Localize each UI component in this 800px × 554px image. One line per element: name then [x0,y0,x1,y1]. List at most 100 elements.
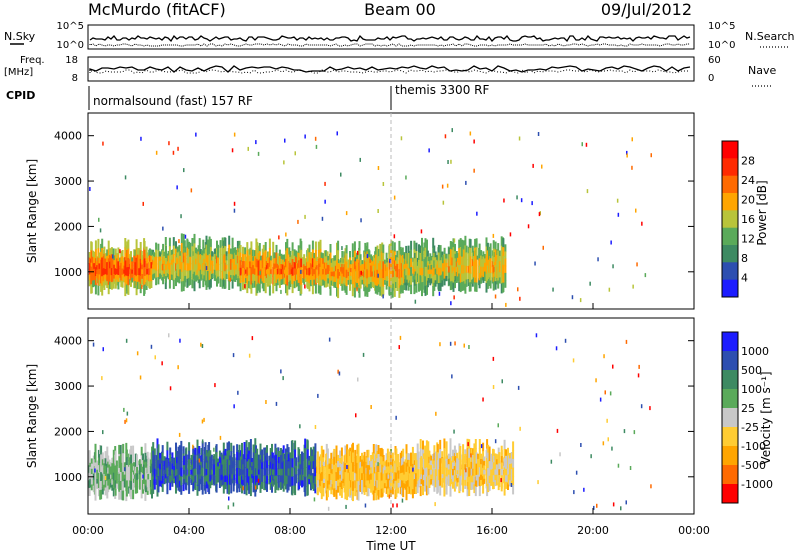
echo-cell [463,265,466,274]
echo-cell [279,468,282,477]
echo-cell [470,461,473,470]
echo-cell [149,480,152,488]
echo-cell [119,490,122,500]
echo-cell [338,272,341,277]
echo-cell [649,406,651,411]
echo-cell [459,264,462,275]
echo-cell [246,447,249,455]
echo-cell [329,286,332,296]
echo-cell [102,347,104,352]
beam-title: Beam 00 [364,0,436,19]
echo-cell [188,450,191,460]
echo-cell [442,271,444,277]
echo-cell [310,475,312,484]
echo-cell [241,442,243,452]
echo-cell [198,483,201,492]
echo-cell [376,277,379,287]
echo-cell [346,490,349,501]
echo-cell [184,270,187,277]
echo-cell [329,269,332,279]
echo-cell [236,444,239,453]
echo-cell [403,474,406,480]
echo-cell [128,479,131,488]
echo-cell [261,475,263,483]
noise-traces [89,34,691,47]
echo-cell [429,263,432,270]
echo-cell [497,280,500,289]
echo-cell [190,469,193,476]
echo-cell [269,255,272,261]
echo-cell [347,480,350,489]
echo-cell [145,246,148,255]
echo-cell [259,260,262,266]
echo-cell [248,353,251,358]
echo-cell [268,248,271,258]
echo-cell [170,249,173,256]
echo-cell [313,279,316,286]
echo-cell [124,276,127,287]
echo-cell [261,268,264,276]
echo-cell [441,470,444,475]
echo-cell [173,470,176,475]
echo-cell [225,251,228,257]
echo-cell [96,474,99,480]
echo-cell [415,486,417,494]
echo-cell [320,274,323,281]
echo-cell [375,444,378,455]
echo-cell [203,264,206,271]
echo-cell [490,474,493,481]
echo-cell [500,462,503,470]
echo-cell [480,469,482,476]
echo-cell [308,283,311,292]
power-echoes [88,128,652,307]
echo-cell [360,270,362,275]
echo-cell [159,474,161,481]
echo-cell [315,278,318,283]
echo-cell [151,489,153,499]
echo-cell [250,267,253,277]
echo-cell [445,476,448,486]
echo-cell [326,480,329,490]
echo-cell [119,463,122,473]
echo-cell [184,264,187,271]
echo-cell [140,472,143,482]
echo-cell [232,247,235,254]
echo-cell [281,475,284,483]
echo-cell [235,249,237,256]
echo-cell [125,465,128,474]
echo-cell [179,251,182,257]
echo-cell [612,264,614,269]
echo-cell [300,284,303,294]
echo-cell [498,272,501,279]
echo-cell [221,271,224,281]
echo-cell [454,462,457,470]
echo-cell [464,459,467,465]
echo-cell [400,465,403,474]
echo-cell [162,257,165,265]
echo-cell [205,456,208,464]
echo-cell [182,483,185,492]
echo-cell [462,476,465,485]
echo-cell [507,479,510,485]
echo-cell [313,263,316,270]
echo-cell [469,273,472,283]
echo-cell [334,271,337,278]
echo-cell [265,400,267,404]
echo-cell [504,258,507,267]
echo-cell [412,277,415,283]
echo-cell [205,244,208,255]
echo-cell [252,460,255,469]
echo-cell [194,454,197,463]
echo-cell [385,466,388,474]
echo-cell [194,461,197,470]
echo-cell [362,352,365,357]
echo-cell [390,288,393,299]
echo-cell [507,465,510,471]
echo-cell [238,278,241,287]
echo-cell [575,470,578,475]
echo-cell [405,260,408,269]
echo-cell [208,271,211,281]
echo-cell [97,285,100,296]
echo-cell [504,244,507,253]
echo-cell [424,475,427,484]
